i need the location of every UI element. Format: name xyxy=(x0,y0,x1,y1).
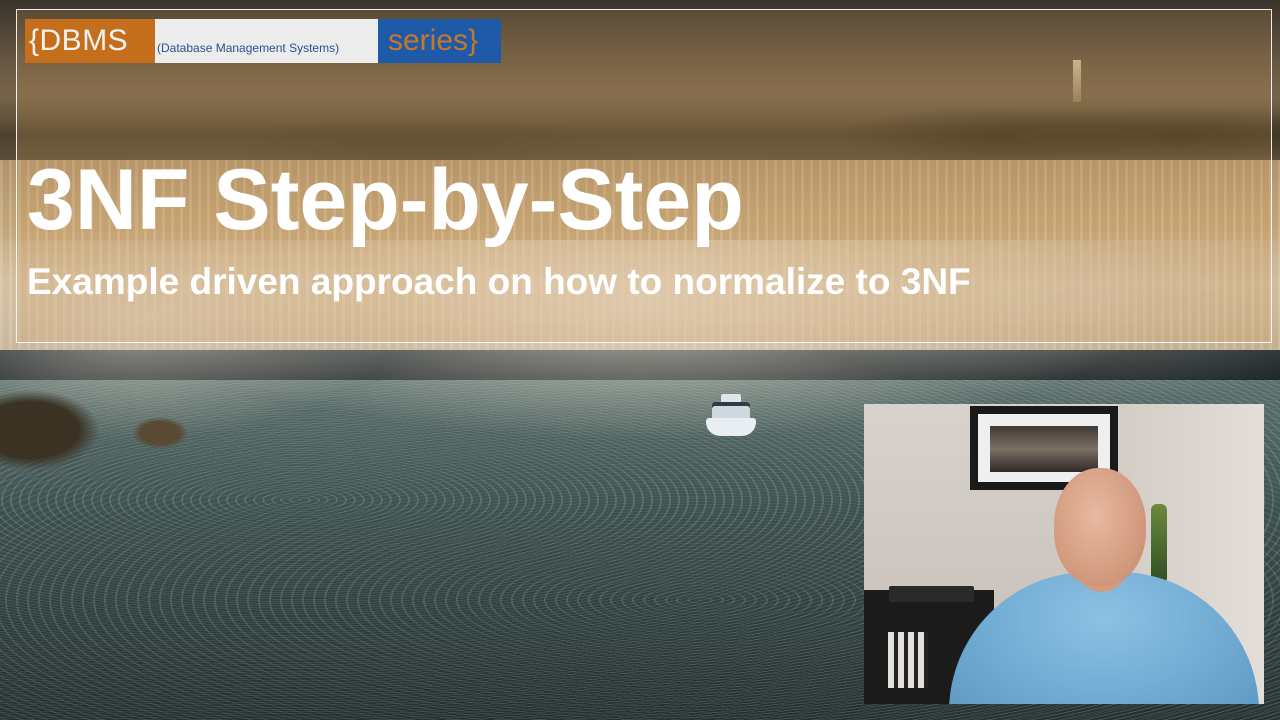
subtitle: Example driven approach on how to normal… xyxy=(27,261,971,302)
main-title: 3NF Step-by-Step xyxy=(27,152,744,248)
plant xyxy=(1151,504,1167,584)
presenter-webcam-inset xyxy=(864,404,1264,704)
books xyxy=(888,632,928,688)
badge-full-name: (Database Management Systems) xyxy=(155,19,378,63)
printer xyxy=(889,586,974,602)
badge-series-label: series} xyxy=(378,19,501,63)
presenter-head xyxy=(1054,468,1146,586)
tower xyxy=(1073,60,1081,102)
badge-dbms-label: {DBMS xyxy=(25,19,155,63)
tour-boat xyxy=(706,392,756,444)
treeline xyxy=(0,96,1280,166)
rocks xyxy=(0,385,190,470)
title-box xyxy=(16,9,1272,343)
series-badge: {DBMS (Database Management Systems) seri… xyxy=(25,19,501,63)
